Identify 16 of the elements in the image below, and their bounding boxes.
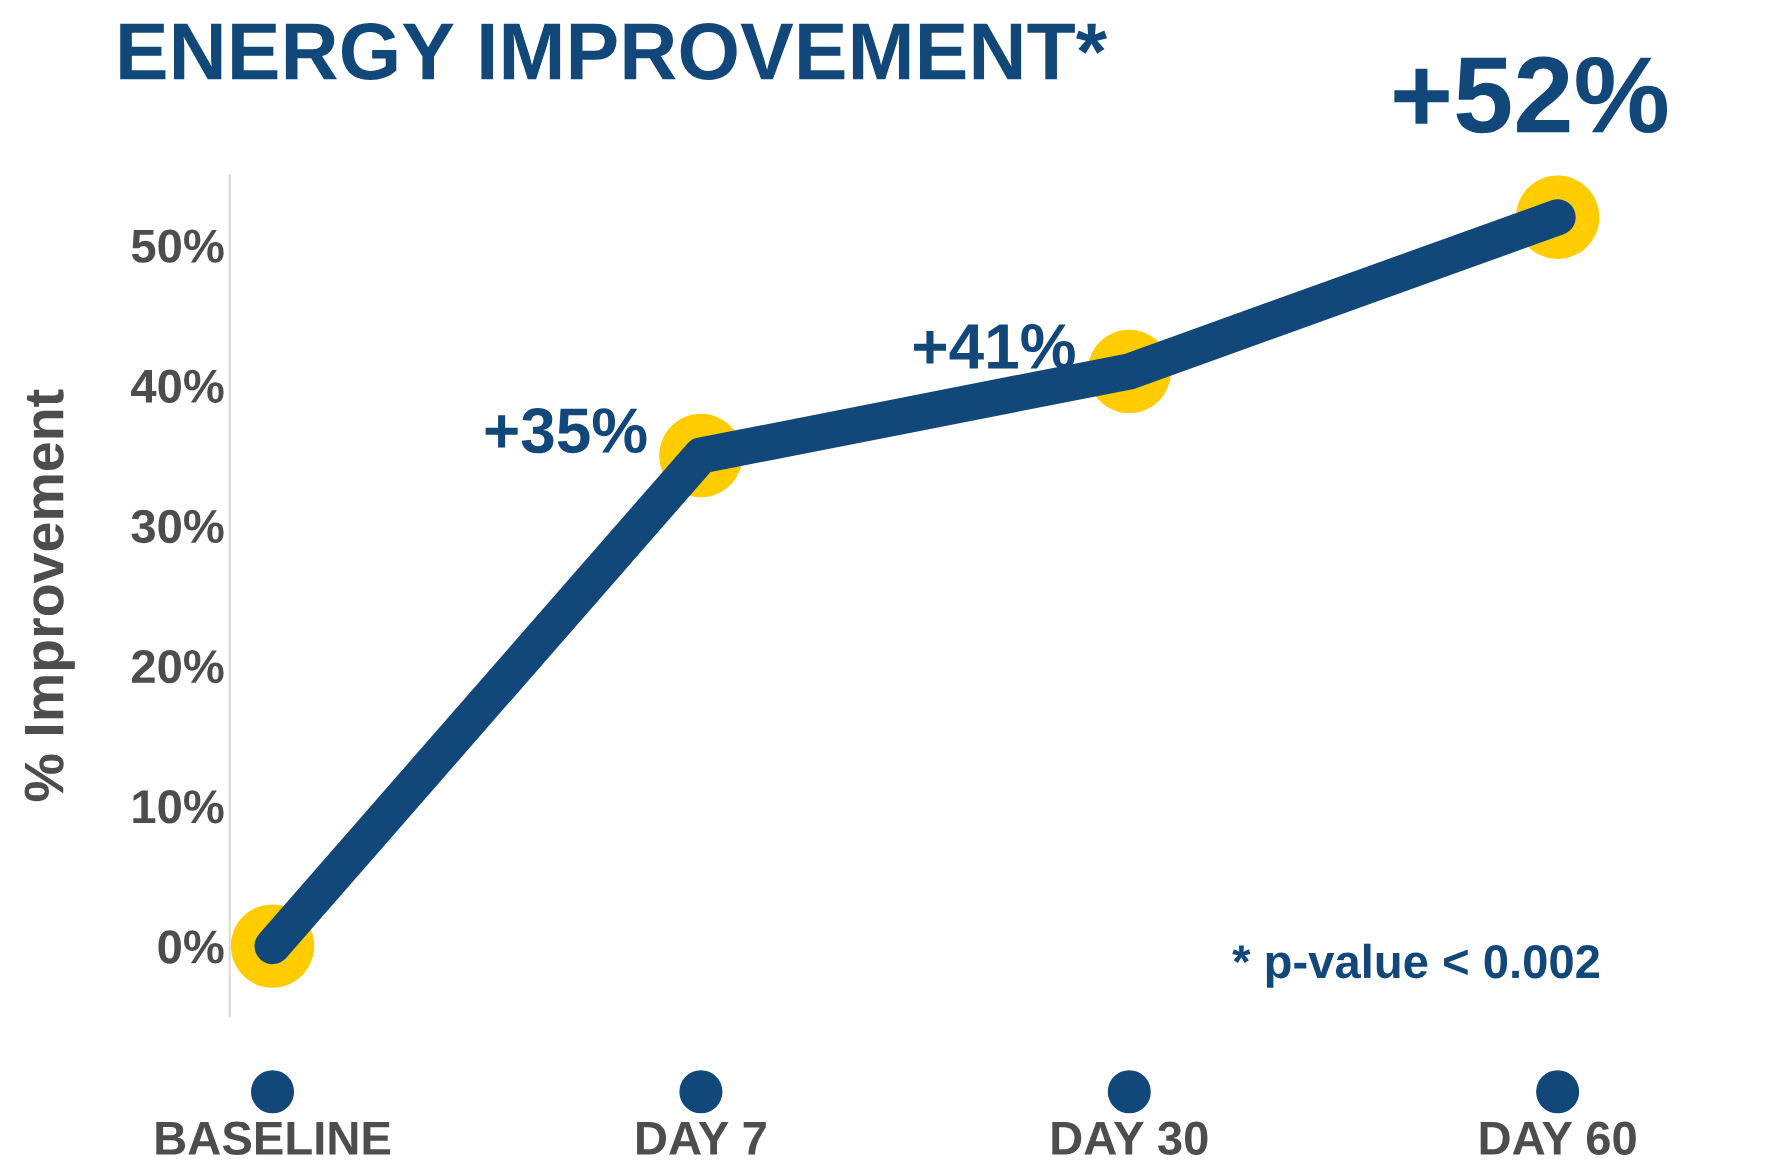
y-axis-title: % Improvement	[24, 389, 75, 802]
y-tick-label: 20%	[131, 649, 224, 684]
x-tick-label: BASELINE	[156, 1121, 391, 1156]
y-tick-label: 0%	[158, 930, 224, 964]
data-label: +52%	[1394, 56, 1668, 134]
y-tick-label: 40%	[131, 369, 224, 404]
x-tick-label: DAY 30	[1052, 1121, 1208, 1156]
y-tick-label: 30%	[131, 509, 224, 544]
y-tick-label: 50%	[131, 229, 224, 263]
annotation: * p-value < 0.002	[1232, 943, 1600, 988]
data-label: +41%	[914, 324, 1075, 369]
x-tick-label: DAY 60	[1480, 1121, 1636, 1156]
chart-title: ENERGY IMPROVEMENT*	[120, 22, 1108, 81]
x-tick-label: DAY 7	[637, 1122, 766, 1155]
y-tick-label: 10%	[133, 790, 224, 824]
data-label: +35%	[485, 407, 647, 454]
